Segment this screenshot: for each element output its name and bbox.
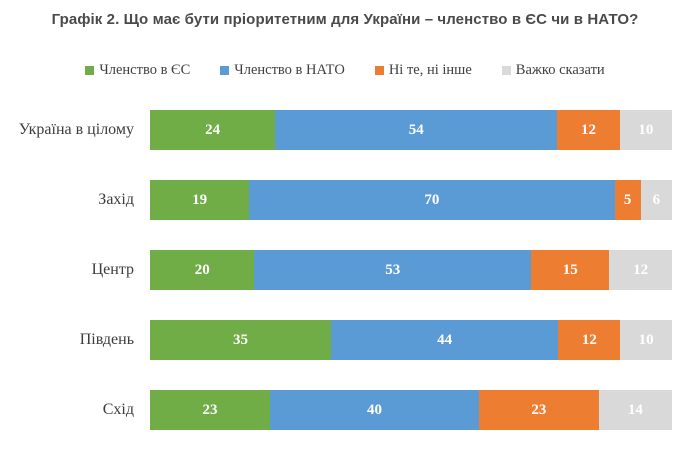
bar-row: Центр 20 53 15 12 (0, 250, 672, 290)
data-label: 23 (202, 401, 218, 418)
data-label: 35 (232, 331, 248, 348)
legend-label: Ні те, ні інше (388, 62, 472, 78)
legend-swatch-icon (220, 66, 230, 75)
bar-rows: Україна в цілому 24 54 12 10 Захід 19 70 5 6 Центр… (0, 110, 672, 430)
data-label: 10 (638, 331, 654, 348)
bar-segment: 53 (254, 250, 532, 290)
bar-row: Захід 19 70 5 6 (0, 180, 672, 220)
bar-row: Південь 35 44 12 10 (0, 320, 672, 360)
legend-swatch-icon (501, 66, 511, 75)
category-label: Центр (91, 261, 134, 278)
bar-row: Україна в цілому 24 54 12 10 (0, 110, 672, 150)
data-label: 24 (205, 121, 221, 138)
data-label: 40 (366, 401, 382, 418)
stacked-bar: 23 40 23 14 (150, 390, 672, 430)
bar-segment: 15 (531, 250, 610, 290)
legend-label: Членство в НАТО (234, 62, 345, 78)
data-label: 54 (408, 121, 424, 138)
chart-title: Графік 2. Що має бути пріоритетним для У… (51, 11, 639, 28)
legend-item: Ні те, ні інше (374, 62, 472, 79)
bar-segment: 10 (619, 110, 672, 150)
bar-segment: 10 (620, 320, 672, 360)
stacked-bar: 20 53 15 12 (150, 250, 672, 290)
data-label: 44 (437, 331, 453, 348)
data-label: 70 (424, 191, 440, 208)
stacked-bar: 35 44 12 10 (150, 320, 672, 360)
bar-segment: 12 (609, 250, 672, 290)
legend-item: Членство в НАТО (220, 62, 345, 79)
stacked-bar: 19 70 5 6 (150, 180, 672, 220)
bar-segment: 23 (150, 390, 271, 430)
bar-segment: 14 (598, 390, 672, 430)
legend-swatch-icon (374, 66, 384, 75)
data-label: 12 (580, 121, 596, 138)
bar-segment: 19 (150, 180, 250, 220)
category-label: Захід (98, 191, 134, 208)
bar-segment: 12 (558, 320, 621, 360)
data-label: 53 (385, 261, 401, 278)
legend-label: Членство в ЄС (99, 62, 191, 78)
data-label: 12 (581, 331, 597, 348)
category-label: Південь (79, 331, 134, 348)
bar-segment: 54 (275, 110, 558, 150)
data-label: 20 (194, 261, 210, 278)
bar-segment: 24 (150, 110, 276, 150)
bar-segment: 12 (557, 110, 620, 150)
bar-segment: 44 (330, 320, 559, 360)
chart-legend: Членство в ЄС Членство в НАТО Ні те, ні ін… (0, 62, 690, 79)
bar-segment: 23 (478, 390, 599, 430)
bar-segment: 6 (640, 180, 672, 220)
bar-segment: 20 (150, 250, 255, 290)
bar-segment: 40 (270, 390, 479, 430)
data-label: 19 (192, 191, 208, 208)
bar-segment: 70 (249, 180, 615, 220)
data-label: 5 (623, 191, 632, 208)
stacked-bar: 24 54 12 10 (150, 110, 672, 150)
bar-row: Схід 23 40 23 14 (0, 390, 672, 430)
bar-segment: 35 (150, 320, 331, 360)
legend-item: Важко сказати (501, 62, 605, 79)
legend-swatch-icon (85, 66, 95, 75)
data-label: 23 (531, 401, 547, 418)
data-label: 10 (638, 121, 654, 138)
category-label: Україна в цілому (18, 121, 134, 138)
legend-label: Важко сказати (515, 62, 605, 78)
data-label: 12 (633, 261, 649, 278)
data-label: 15 (562, 261, 578, 278)
data-label: 6 (652, 191, 661, 208)
data-label: 14 (627, 401, 643, 418)
bar-segment: 5 (614, 180, 641, 220)
legend-item: Членство в ЄС (85, 62, 190, 79)
category-label: Схід (102, 401, 134, 418)
